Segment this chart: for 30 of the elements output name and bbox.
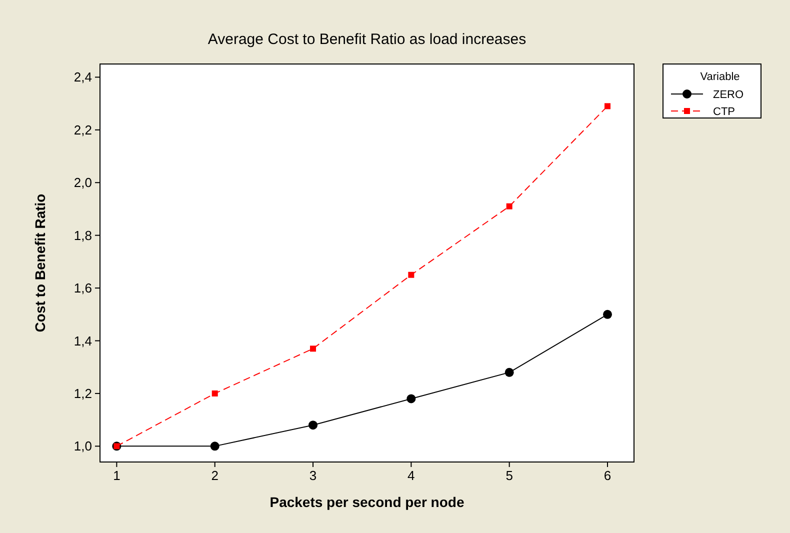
x-tick-label: 2 xyxy=(211,468,218,483)
y-tick-label: 1,8 xyxy=(74,228,92,243)
y-tick-label: 2,0 xyxy=(74,175,92,190)
x-tick-label: 5 xyxy=(506,468,513,483)
y-axis-title: Cost to Benefit Ratio xyxy=(32,194,48,332)
point xyxy=(308,420,318,430)
point xyxy=(212,390,218,396)
y-tick-label: 2,4 xyxy=(74,70,92,85)
point xyxy=(406,394,416,404)
point xyxy=(504,368,514,377)
y-tick-label: 1,0 xyxy=(74,438,92,454)
point xyxy=(310,346,316,352)
legend-label: CTP xyxy=(713,106,735,118)
y-tick-label: 1,4 xyxy=(74,333,92,348)
chart-title: Average Cost to Benefit Ratio as load increases xyxy=(208,31,526,48)
x-tick-label: 4 xyxy=(408,468,415,483)
legend-title: Variable xyxy=(700,71,740,83)
y-tick-label: 2,2 xyxy=(74,122,92,138)
x-tick-label: 3 xyxy=(309,468,317,483)
legend-label: ZERO xyxy=(713,89,744,101)
y-tick-label: 1,2 xyxy=(74,386,92,401)
point xyxy=(408,272,414,278)
x-tick-label: 6 xyxy=(604,468,612,483)
point xyxy=(602,310,612,319)
x-axis-title: Packets per second per node xyxy=(270,494,464,510)
point xyxy=(604,103,610,110)
x-tick-label: 1 xyxy=(113,468,120,483)
point xyxy=(506,203,512,210)
point xyxy=(210,442,220,451)
y-tick-label: 1,6 xyxy=(74,280,92,296)
